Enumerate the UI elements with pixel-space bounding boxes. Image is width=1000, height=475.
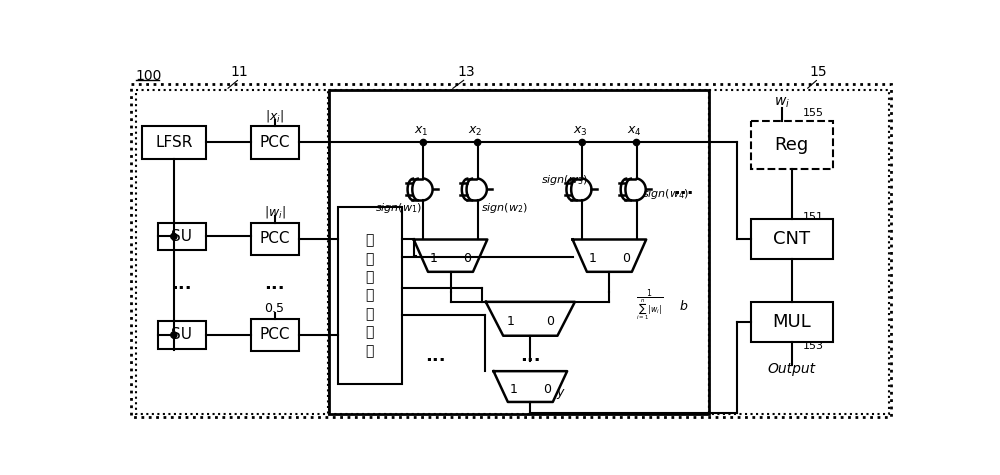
Bar (329, 90, 709, 414)
Text: $sign(w_3)$: $sign(w_3)$ (541, 173, 588, 187)
Bar (329, 90, 709, 414)
Text: 1: 1 (588, 252, 596, 265)
Text: ...: ... (673, 180, 693, 199)
Text: $x_2$: $x_2$ (468, 125, 482, 138)
Text: 0: 0 (543, 383, 551, 396)
Text: 1: 1 (506, 315, 514, 328)
Bar (338, 207, 402, 384)
Text: $sign(w_1)$: $sign(w_1)$ (375, 201, 422, 215)
Text: 151: 151 (803, 212, 824, 222)
Text: SU: SU (171, 229, 192, 244)
Text: LFSR: LFSR (155, 135, 193, 150)
Circle shape (579, 139, 585, 145)
Text: PCC: PCC (259, 135, 290, 150)
Text: $sign(w_2)$: $sign(w_2)$ (481, 201, 528, 215)
Text: PCC: PCC (259, 231, 290, 246)
Text: Output: Output (767, 362, 816, 376)
Text: ...: ... (425, 347, 445, 365)
Bar (751, 121, 833, 169)
Text: 155: 155 (803, 108, 824, 118)
Text: Reg: Reg (774, 136, 809, 154)
Bar (751, 218, 833, 259)
Text: $|w_i|$: $|w_i|$ (264, 204, 285, 220)
Circle shape (171, 332, 177, 338)
Bar (136, 90, 328, 414)
Text: SU: SU (171, 327, 192, 342)
Text: 15: 15 (810, 66, 827, 79)
Text: 153: 153 (803, 341, 824, 351)
Circle shape (475, 139, 481, 145)
Text: 0: 0 (622, 252, 630, 265)
Text: MUL: MUL (772, 313, 811, 331)
Text: PCC: PCC (259, 327, 290, 342)
Text: CNT: CNT (773, 230, 810, 248)
Text: $sign(w_4)$: $sign(w_4)$ (642, 187, 690, 201)
Text: 0.5: 0.5 (265, 302, 285, 315)
Text: 1: 1 (430, 252, 437, 265)
Text: $x_3$: $x_3$ (573, 125, 587, 138)
Bar (251, 126, 299, 159)
Text: $w_i$: $w_i$ (774, 96, 790, 110)
Text: $|x_i|$: $|x_i|$ (265, 107, 284, 124)
Text: 11: 11 (231, 66, 249, 79)
Bar (158, 321, 206, 349)
Text: $\frac{1}{\sum_{i=1}^{n}|w_i|}$: $\frac{1}{\sum_{i=1}^{n}|w_i|}$ (637, 288, 664, 324)
Text: $y$: $y$ (556, 387, 566, 401)
Circle shape (420, 139, 426, 145)
Bar (251, 223, 299, 255)
Text: 1: 1 (509, 383, 517, 396)
Text: $x_1$: $x_1$ (414, 125, 428, 138)
Text: 控
制
信
号
生
成
器: 控 制 信 号 生 成 器 (366, 234, 374, 358)
Circle shape (171, 233, 177, 239)
Text: $x_4$: $x_4$ (627, 125, 642, 138)
Bar (142, 126, 206, 159)
Text: ...: ... (264, 275, 285, 293)
Circle shape (633, 139, 640, 145)
Text: ...: ... (520, 347, 541, 365)
Text: 13: 13 (457, 66, 475, 79)
Text: $b$: $b$ (679, 299, 688, 313)
Bar (751, 302, 833, 342)
Bar (158, 223, 206, 250)
Bar (709, 90, 889, 414)
Text: 0: 0 (546, 315, 554, 328)
Text: ...: ... (171, 275, 192, 293)
Text: 0: 0 (464, 252, 472, 265)
Bar (251, 319, 299, 351)
Text: 100: 100 (136, 69, 162, 83)
